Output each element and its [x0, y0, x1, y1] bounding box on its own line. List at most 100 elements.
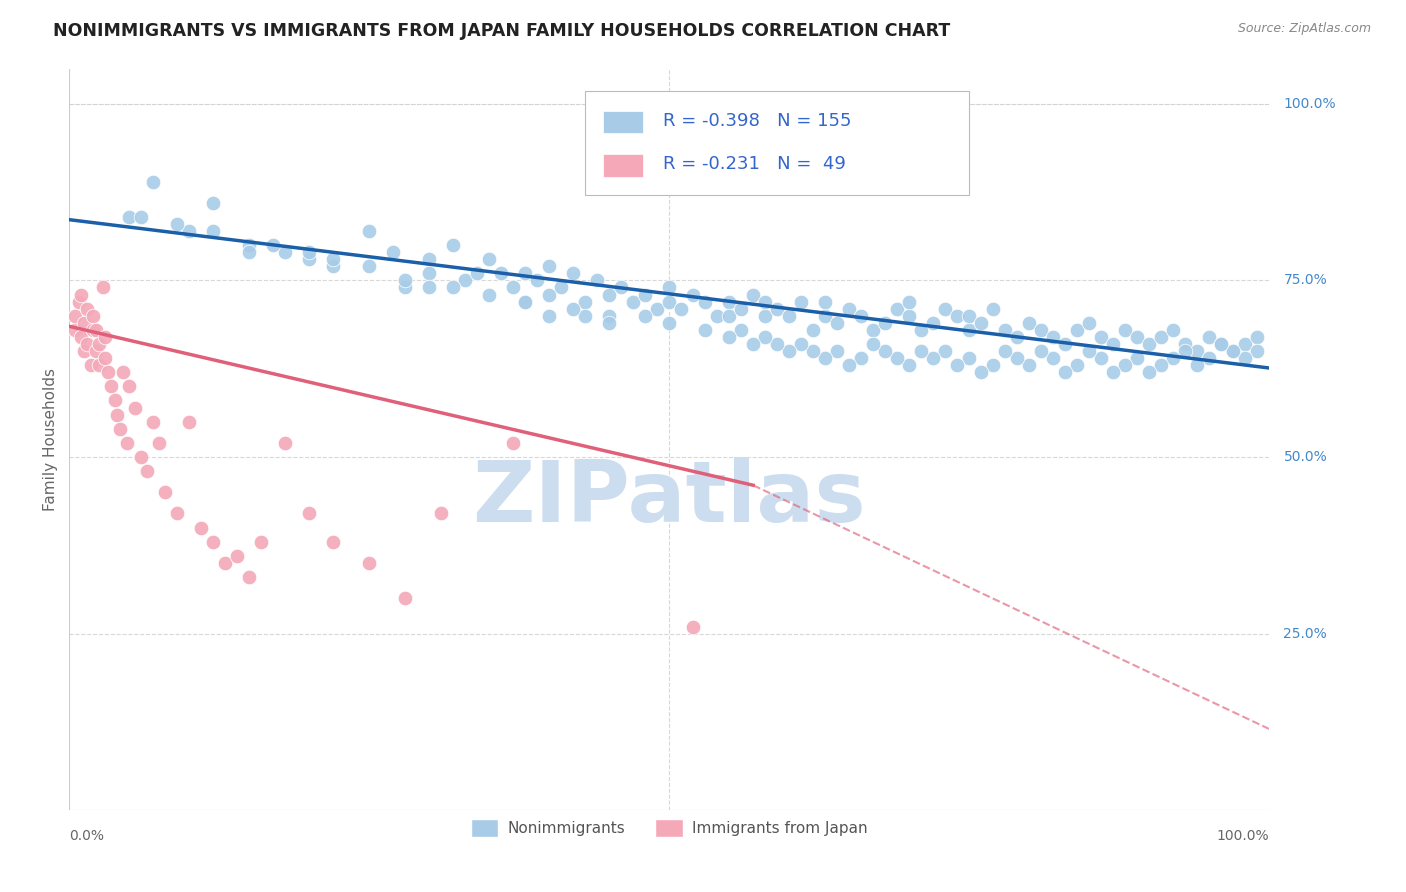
FancyBboxPatch shape [603, 111, 643, 133]
Point [790, 294, 813, 309]
Point [1029, 344, 1052, 359]
Point [1090, 330, 1112, 344]
Point [89, 358, 111, 372]
Point [754, 309, 776, 323]
Point [1246, 330, 1268, 344]
Point [994, 323, 1017, 337]
Point [142, 175, 165, 189]
Point [730, 301, 752, 316]
Point [766, 301, 789, 316]
Point [136, 464, 159, 478]
Point [634, 287, 657, 301]
Point [97, 365, 120, 379]
Point [621, 294, 644, 309]
Point [238, 570, 260, 584]
Point [801, 323, 824, 337]
Point [515, 294, 537, 309]
Point [359, 556, 381, 570]
Point [538, 260, 561, 274]
Point [946, 358, 969, 372]
Point [718, 309, 741, 323]
Point [76, 337, 98, 351]
Point [910, 344, 932, 359]
Point [1185, 358, 1208, 372]
Point [478, 252, 501, 267]
Point [454, 273, 477, 287]
Point [115, 435, 138, 450]
Point [538, 287, 561, 301]
Point [108, 422, 131, 436]
Point [70, 330, 93, 344]
Point [394, 273, 416, 287]
Point [550, 280, 572, 294]
Point [1102, 337, 1125, 351]
Point [84, 323, 107, 337]
Point [1078, 316, 1101, 330]
Point [1222, 344, 1244, 359]
Point [898, 358, 921, 372]
Text: 50.0%: 50.0% [1284, 450, 1327, 464]
Point [778, 309, 800, 323]
Text: R = -0.231   N =  49: R = -0.231 N = 49 [664, 155, 846, 173]
Point [766, 337, 789, 351]
Point [82, 323, 104, 337]
Point [1209, 337, 1232, 351]
FancyBboxPatch shape [585, 91, 969, 194]
Point [957, 323, 980, 337]
Point [862, 337, 884, 351]
Point [322, 260, 344, 274]
Point [430, 507, 453, 521]
Point [957, 351, 980, 365]
Point [322, 534, 344, 549]
Point [754, 294, 776, 309]
Point [94, 330, 117, 344]
Point [100, 379, 122, 393]
Point [742, 337, 765, 351]
Point [669, 301, 692, 316]
Point [441, 280, 464, 294]
Point [179, 415, 201, 429]
Point [1137, 337, 1160, 351]
Point [1090, 351, 1112, 365]
Point [418, 280, 440, 294]
Point [515, 266, 537, 280]
Text: 100.0%: 100.0% [1216, 829, 1270, 843]
Point [238, 238, 260, 252]
Point [574, 309, 596, 323]
Point [970, 365, 993, 379]
Point [1018, 358, 1040, 372]
Text: 0.0%: 0.0% [69, 829, 104, 843]
Text: ZIPatlas: ZIPatlas [472, 458, 866, 541]
Point [1042, 330, 1064, 344]
Point [166, 507, 188, 521]
Point [72, 344, 94, 359]
Point [1054, 337, 1077, 351]
Point [875, 316, 897, 330]
Point [1174, 337, 1197, 351]
Point [814, 351, 837, 365]
Point [875, 344, 897, 359]
Point [1174, 344, 1197, 359]
Point [418, 266, 440, 280]
Point [359, 260, 381, 274]
Point [706, 309, 728, 323]
Point [118, 210, 141, 224]
Point [1029, 323, 1052, 337]
Point [91, 280, 114, 294]
Point [849, 351, 872, 365]
Point [1005, 351, 1028, 365]
Point [934, 344, 956, 359]
Point [814, 294, 837, 309]
Point [322, 252, 344, 267]
Point [645, 301, 668, 316]
Point [1198, 351, 1220, 365]
Point [825, 316, 848, 330]
Point [124, 401, 146, 415]
Point [946, 309, 969, 323]
Text: 25.0%: 25.0% [1284, 626, 1327, 640]
Point [1161, 351, 1184, 365]
Point [129, 210, 152, 224]
Point [538, 309, 561, 323]
Point [1018, 316, 1040, 330]
Point [957, 309, 980, 323]
